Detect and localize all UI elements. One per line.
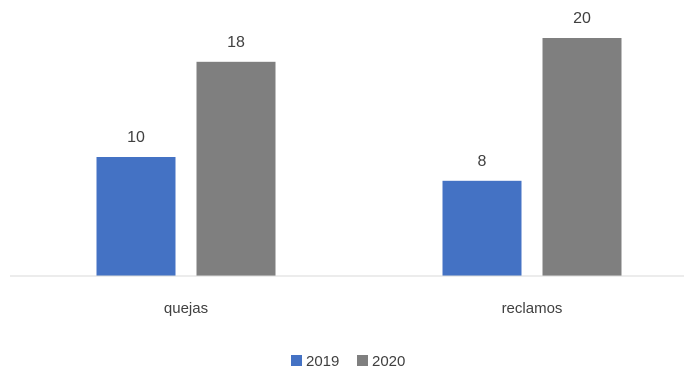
bar-reclamos-2019: [442, 180, 522, 276]
legend-label-2020: 2020: [372, 353, 405, 370]
legend-item-2020: 2020: [357, 353, 405, 370]
legend-swatch-2020: [357, 355, 368, 366]
data-label-quejas-2019: 10: [127, 129, 145, 146]
data-labels-layer: 10 8 18 20: [127, 10, 591, 170]
legend-label-2019: 2019: [306, 353, 339, 370]
category-label-quejas: quejas: [164, 300, 208, 317]
bar-quejas-2020: [196, 61, 276, 276]
category-labels-layer: quejas reclamos: [164, 300, 563, 317]
bars-layer: [96, 38, 622, 276]
data-label-reclamos-2020: 20: [573, 10, 591, 27]
bar-reclamos-2020: [542, 38, 622, 276]
data-label-quejas-2020: 18: [227, 34, 245, 51]
category-label-reclamos: reclamos: [502, 300, 563, 317]
legend: 2019 2020: [291, 353, 405, 370]
legend-item-2019: 2019: [291, 353, 339, 370]
bar-quejas-2019: [96, 157, 176, 276]
legend-swatch-2019: [291, 355, 302, 366]
data-label-reclamos-2019: 8: [478, 153, 487, 170]
